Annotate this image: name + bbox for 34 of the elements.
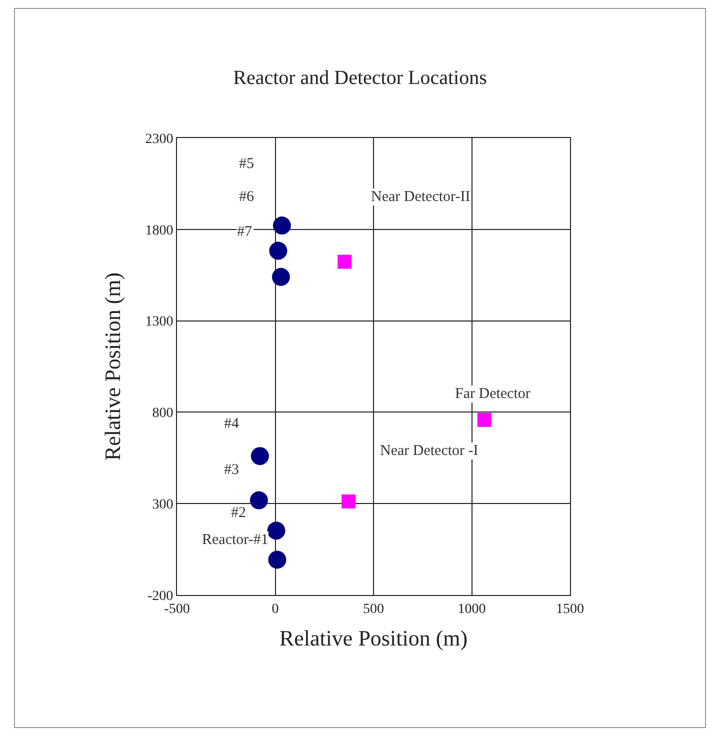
- annotation: #6: [239, 189, 254, 205]
- point: [250, 491, 268, 510]
- y-tick-label: 800: [152, 406, 174, 422]
- point: [268, 550, 286, 569]
- annotation: Near Detector-II: [371, 189, 470, 205]
- y-tick-label: 1800: [145, 223, 174, 238]
- y-tick-label: 1300: [145, 314, 174, 330]
- point: [477, 412, 492, 427]
- chart-title: Reactor and Detector Locations: [233, 67, 488, 90]
- y-tick-label: -200: [148, 588, 174, 604]
- point: [342, 494, 356, 508]
- annotation: #2: [231, 505, 246, 521]
- point: [338, 254, 352, 269]
- point: [250, 447, 269, 466]
- x-tick-label: -500: [164, 602, 190, 617]
- y-axis-title: Relative Position (m): [100, 272, 125, 461]
- point: [267, 522, 286, 540]
- point: [272, 268, 290, 286]
- annotation: #5: [239, 156, 254, 172]
- y-tick-label: 2300: [145, 132, 174, 147]
- annotation: Far Detector: [455, 386, 530, 402]
- annotation: #3: [224, 462, 239, 478]
- annotation: Reactor-#1: [202, 532, 268, 548]
- x-tick-label: 1500: [556, 602, 584, 617]
- annotation: #4: [224, 416, 240, 432]
- annotation: #7: [237, 224, 252, 240]
- annotation: Near Detector -I: [380, 443, 478, 459]
- x-axis-title: Relative Position (m): [279, 626, 468, 651]
- x-tick-label: 0: [272, 602, 279, 617]
- x-tick-label: 500: [363, 602, 384, 617]
- x-tick-label: 1000: [458, 602, 486, 617]
- point: [269, 242, 288, 260]
- point: [272, 216, 291, 235]
- y-tick-label: 300: [152, 498, 174, 512]
